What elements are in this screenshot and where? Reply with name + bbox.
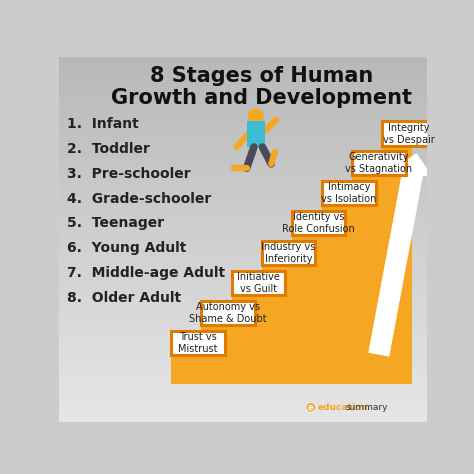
Text: 4.  Grade-schooler: 4. Grade-schooler bbox=[67, 191, 211, 206]
Text: 5.  Teenager: 5. Teenager bbox=[67, 216, 164, 230]
Bar bbox=[201, 324, 412, 354]
Text: Trust vs
Mistrust: Trust vs Mistrust bbox=[178, 332, 218, 354]
Polygon shape bbox=[369, 154, 432, 356]
Text: Generativity
vs Stagnation: Generativity vs Stagnation bbox=[345, 153, 412, 174]
FancyBboxPatch shape bbox=[262, 241, 315, 265]
Text: 6.  Young Adult: 6. Young Adult bbox=[67, 241, 187, 255]
FancyBboxPatch shape bbox=[171, 331, 225, 355]
Text: 8.  Older Adult: 8. Older Adult bbox=[67, 291, 182, 305]
FancyBboxPatch shape bbox=[231, 271, 285, 295]
Circle shape bbox=[248, 109, 263, 124]
Bar bbox=[352, 174, 412, 204]
FancyBboxPatch shape bbox=[352, 151, 406, 175]
Bar bbox=[292, 234, 412, 264]
Text: Autonomy vs
Shame & Doubt: Autonomy vs Shame & Doubt bbox=[190, 302, 267, 324]
Text: Integrity
vs Despair: Integrity vs Despair bbox=[383, 122, 435, 145]
FancyBboxPatch shape bbox=[382, 121, 436, 146]
FancyBboxPatch shape bbox=[322, 182, 375, 205]
Bar bbox=[231, 294, 412, 324]
FancyBboxPatch shape bbox=[292, 211, 346, 236]
Text: e: e bbox=[308, 403, 314, 412]
Text: summary: summary bbox=[345, 403, 388, 412]
Bar bbox=[246, 121, 265, 147]
Text: education: education bbox=[317, 403, 368, 412]
Circle shape bbox=[307, 403, 315, 411]
Text: 7.  Middle-age Adult: 7. Middle-age Adult bbox=[67, 266, 226, 280]
Bar bbox=[262, 264, 412, 294]
Text: Intimacy
vs Isolation: Intimacy vs Isolation bbox=[321, 182, 376, 204]
Bar bbox=[171, 354, 412, 383]
Text: Growth and Development: Growth and Development bbox=[111, 88, 412, 108]
Bar bbox=[382, 144, 412, 174]
Text: 3.  Pre-schooler: 3. Pre-schooler bbox=[67, 167, 191, 181]
Bar bbox=[322, 204, 412, 234]
Text: Identity vs
Role Confusion: Identity vs Role Confusion bbox=[282, 212, 355, 234]
Text: 8 Stages of Human: 8 Stages of Human bbox=[150, 66, 373, 86]
Text: 2.  Toddler: 2. Toddler bbox=[67, 142, 150, 156]
Text: 1.  Infant: 1. Infant bbox=[67, 117, 139, 131]
Text: Initiative
vs Guilt: Initiative vs Guilt bbox=[237, 272, 280, 294]
Text: Industry vs
Inferiority: Industry vs Inferiority bbox=[261, 242, 316, 264]
FancyBboxPatch shape bbox=[201, 301, 255, 325]
